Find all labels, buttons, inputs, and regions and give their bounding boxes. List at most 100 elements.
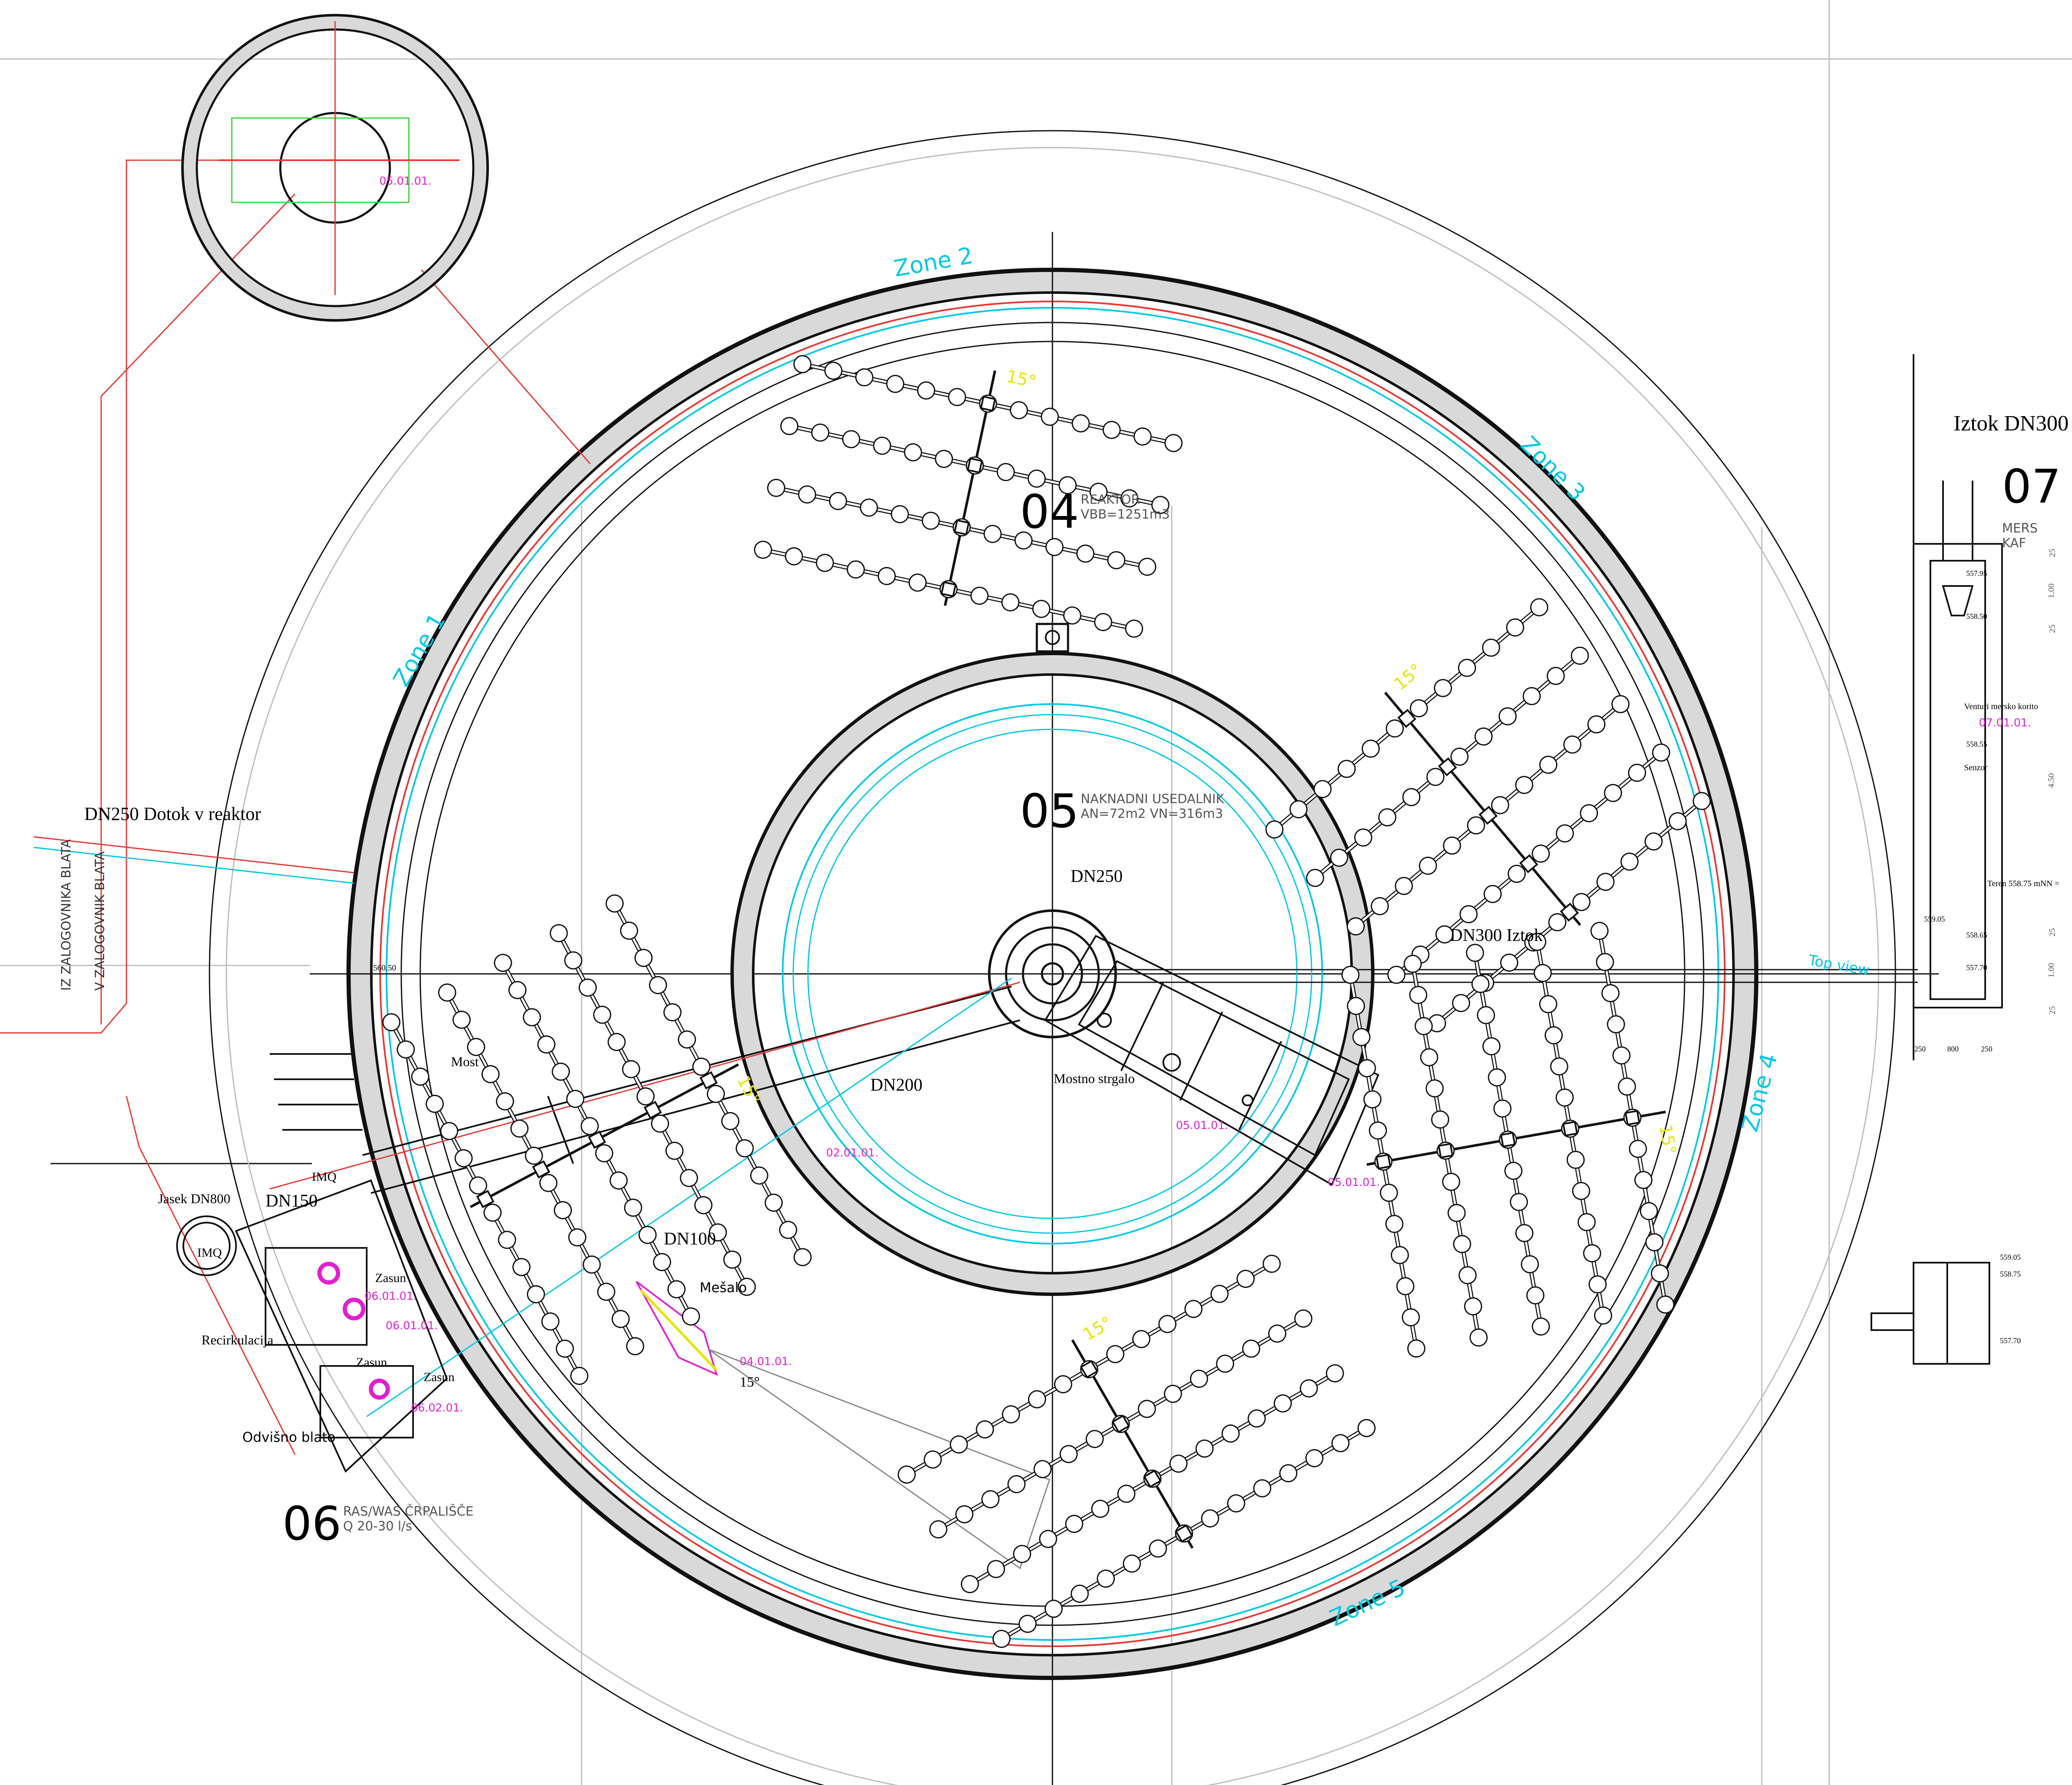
diffuser-disc [1442,1172,1460,1191]
diffuser-disc [1466,944,1484,962]
measuring-tag: 07 MERS KAF [2002,460,2072,551]
diffuser-disc [1488,1068,1506,1087]
diffuser-disc [1566,1151,1585,1169]
diffuser-disc [1396,1277,1414,1296]
aerator-grid: 15° [1341,922,1680,1358]
diffuser-disc [1001,593,1020,612]
diffuser-disc [440,1122,459,1140]
diffuser-disc [1556,824,1574,843]
diffuser-disc [1483,885,1502,903]
diffuser-disc [1033,1460,1052,1479]
diffuser-disc [1539,995,1557,1013]
diffuser-disc [1009,401,1028,419]
pumpstation-number: 06 [282,1497,341,1551]
diffuser-disc [525,1146,543,1165]
diffuser-disc [1458,1266,1477,1285]
angle-tag: 15° [1390,660,1426,694]
diffuser-disc [1458,659,1476,677]
diffuser-disc [1107,551,1126,570]
diffuser-disc [908,573,927,592]
diffuser-disc [921,511,940,530]
diffuser-disc [1563,735,1582,754]
valve-label-2: Zasun [356,1355,387,1369]
diffuser-disc [1618,1077,1636,1096]
equipment-code: 05.01.01. [1328,1176,1380,1189]
diffuser-disc [950,1435,968,1454]
diffuser-disc [1184,1300,1203,1318]
diffuser-disc [1628,763,1646,782]
diffuser-disc [1063,606,1082,625]
diffuser-disc [1306,868,1324,887]
diffuser-disc [873,436,891,455]
diffuser-disc [886,375,904,393]
reactor-title: REAKTOR [1080,492,1140,507]
diffuser-disc [678,1030,696,1049]
diffuser-disc [1409,986,1428,1004]
diffuser-disc [1596,873,1615,891]
diffuser-disc [1532,844,1550,863]
diffuser-disc [1059,1445,1078,1463]
diffuser-disc [1028,1390,1046,1409]
diffuser-disc [1106,1345,1125,1363]
diffuser-disc [1071,414,1090,433]
diffuser-disc [1169,1454,1188,1473]
dimension-label: 800 [1947,1045,1959,1053]
diffuser-disc [1044,1600,1063,1618]
diffuser-disc [1313,780,1332,798]
diffuser-disc [523,1008,541,1027]
angle-tag: 15° [1080,1313,1115,1344]
diffuser-disc [1435,925,1454,944]
diffuser-disc [1533,964,1552,982]
pumpstation-flow: Q 20-30 l/s [343,1519,412,1534]
diffuser-disc [1305,1449,1323,1468]
bridge-label: Most [451,1054,479,1069]
diffuser-disc [1515,776,1533,794]
diffuser-disc [1645,1233,1664,1252]
diffuser-disc [580,1117,599,1135]
diffuser-disc [1002,1405,1020,1424]
diffuser-disc [1065,1515,1084,1533]
equipment-code: 07.01.01. [1979,717,2032,729]
diffuser-disc [510,1119,529,1138]
diffuser-disc [494,954,512,972]
diffuser-disc [1500,953,1519,972]
diffuser-disc [1604,784,1622,802]
diffuser-disc [593,1005,612,1024]
elevation-label: 559.05 [1924,915,1945,923]
diffuser-disc [1530,598,1549,616]
diffuser-disc [578,979,597,997]
reactor-tag: 04 REAKTOR VBB=1251m3 [1020,485,1170,539]
diffuser-disc [552,1062,570,1081]
diffuser-disc [842,430,860,449]
diffuser-disc [1572,893,1591,911]
imq-label-2: IMQ [197,1246,222,1260]
diffuser-disc [793,1248,812,1266]
diffuser-disc [651,1114,669,1133]
diffuser-disc [1477,1006,1495,1024]
diffuser-disc [723,1250,741,1269]
diffuser-disc [706,1085,725,1103]
diffuser-disc [1347,997,1365,1015]
diffuser-disc [891,505,909,524]
valve-label-1: Zasun [375,1271,406,1285]
diffuser-disc [1357,1419,1376,1437]
dimension-label: 250 [1981,1045,1992,1053]
aerator-grid: 15° [382,894,812,1385]
diffuser-disc [1656,1295,1675,1314]
diffuser-disc [1528,933,1546,951]
diffuser-disc [638,1226,657,1244]
diffuser-disc [634,949,653,967]
diffuser-disc [798,485,816,504]
diffuser-disc [1453,1235,1471,1253]
diffuser-disc [454,1149,473,1167]
diffuser-disc [1539,755,1557,774]
diffuser-disc [961,1575,979,1593]
diffuser-disc [467,1038,486,1056]
diffuser-disc [1013,1545,1031,1563]
elevation-label: 559.05 [2000,1253,2021,1261]
diffuser-disc [1103,421,1121,439]
measuring-number: 07 [2002,460,2061,513]
diffuser-disc [1125,619,1143,638]
diffuser-disc [1521,1255,1539,1274]
